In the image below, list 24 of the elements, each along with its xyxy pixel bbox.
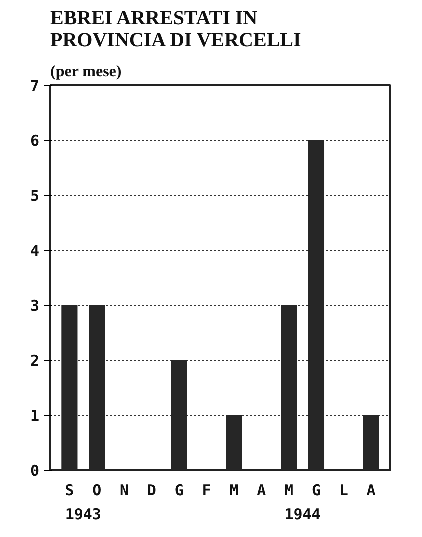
- x-tick-label: A: [257, 482, 266, 500]
- x-tick-label: N: [120, 482, 130, 500]
- y-tick-label: 7: [30, 77, 40, 95]
- y-tick-label: 5: [30, 187, 40, 205]
- y-tick-label: 1: [30, 407, 40, 425]
- y-tick-label: 2: [30, 352, 40, 370]
- x-tick-label: O: [92, 482, 102, 500]
- x-tick-label: A: [366, 482, 376, 500]
- y-tick-label: 4: [30, 242, 40, 260]
- x-tick-label: G: [174, 482, 184, 500]
- x-tick-label: M: [230, 482, 239, 500]
- chart-title: EBREI ARRESTATI IN PROVINCIA DI VERCELLI: [50, 8, 302, 52]
- x-tick-label: D: [147, 482, 156, 500]
- y-tick-label: 3: [30, 297, 40, 315]
- chart-subtitle: (per mese): [50, 64, 122, 80]
- x-tick-label: M: [284, 482, 294, 500]
- y-tick-label: 0: [30, 462, 40, 480]
- x-tick-label: F: [202, 482, 212, 500]
- text: 1943: [65, 506, 102, 524]
- x-tick-label: S: [65, 482, 74, 500]
- x-tick-label: G: [312, 482, 321, 500]
- text: 1944: [284, 506, 321, 524]
- y-tick-label: 6: [30, 132, 40, 150]
- x-tick-label: L: [339, 482, 348, 500]
